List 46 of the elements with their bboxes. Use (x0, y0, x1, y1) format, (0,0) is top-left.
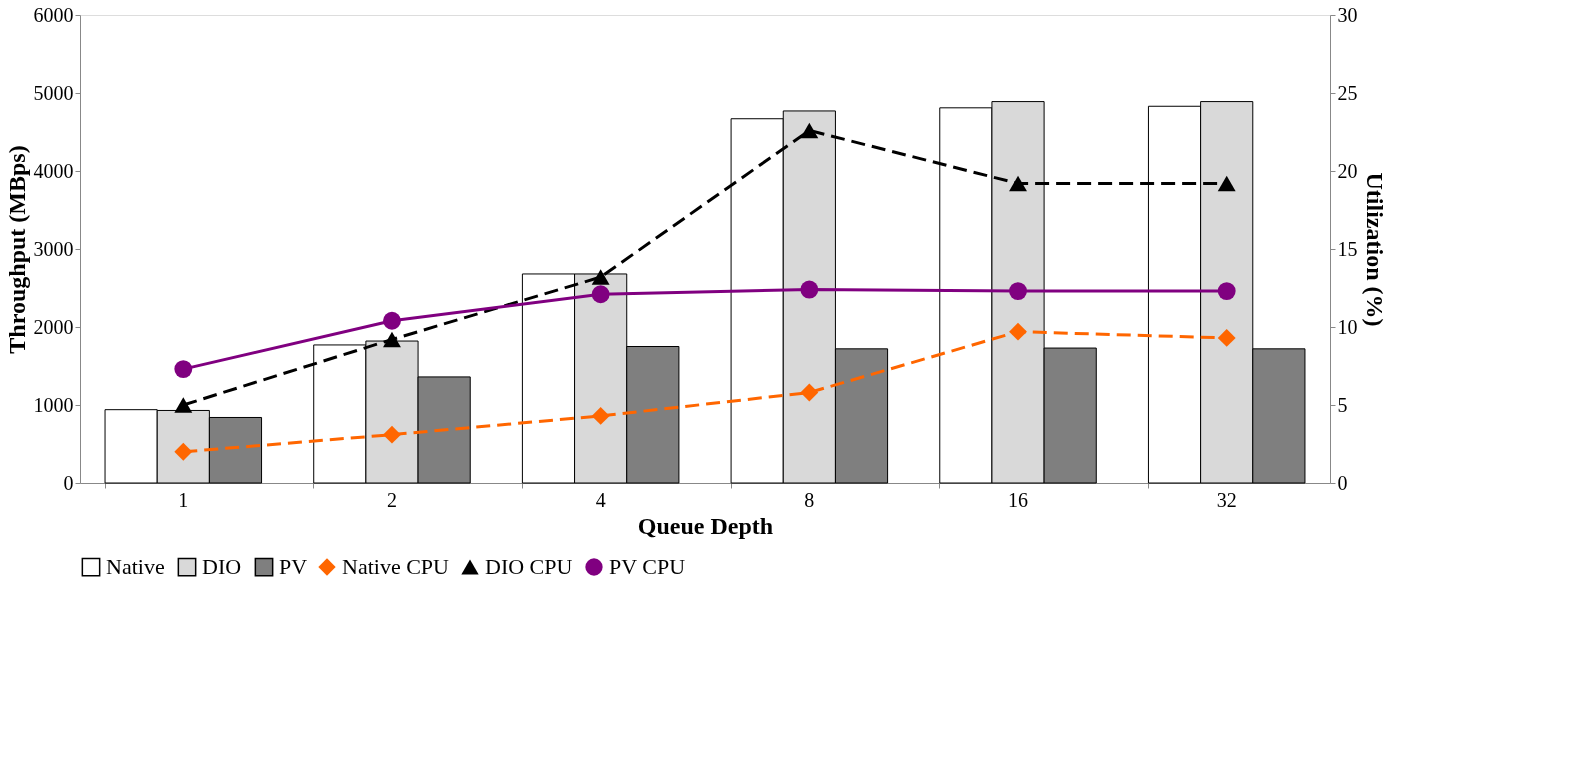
y-tick-label: 3000 (33, 237, 74, 260)
y-tick-label: 0 (63, 471, 74, 494)
point (1217, 282, 1236, 301)
y-tick-label: 5000 (33, 81, 74, 104)
point (1217, 328, 1236, 347)
point (383, 311, 401, 330)
point (174, 397, 193, 413)
point (591, 269, 610, 285)
point (591, 406, 610, 425)
point (591, 285, 610, 304)
x-tick-label: 1 (178, 488, 189, 511)
x-axis-title: Queue Depth (637, 512, 774, 539)
legend-label: Native CPU (342, 554, 450, 579)
point (1217, 175, 1236, 192)
point (1009, 322, 1027, 341)
y2-tick-label: 10 (1337, 315, 1358, 338)
legend-label: Native (106, 554, 165, 580)
legend-label: PV CPU (609, 554, 686, 579)
point (1009, 175, 1027, 192)
y2-tick-label: 0 (1337, 471, 1348, 494)
y-tick-label: 1000 (33, 393, 74, 416)
y2-tick-label: 30 (1337, 3, 1358, 26)
point (800, 280, 819, 299)
y-tick-label: 4000 (33, 159, 74, 182)
x-tick-label: 16 (1008, 488, 1029, 511)
y-tick-label: 2000 (33, 315, 74, 338)
y2-tick-label: 20 (1337, 159, 1358, 182)
legend-label: DIO (202, 554, 242, 580)
point (800, 383, 819, 402)
y-tick-label: 6000 (33, 3, 74, 26)
x-tick-label: 2 (386, 488, 397, 511)
point (383, 425, 401, 444)
legend-label: DIO CPU (485, 554, 573, 579)
point (1009, 282, 1027, 301)
y-axis-title: Throughput (MBps) (3, 145, 30, 354)
y2-axis-title: Utilization (%) (1361, 172, 1388, 327)
point (174, 360, 193, 379)
legend-label: PV (279, 554, 308, 580)
x-tick-label: 4 (595, 488, 606, 511)
point (800, 122, 819, 139)
y2-tick-label: 15 (1337, 237, 1358, 260)
y2-tick-label: 5 (1337, 393, 1348, 416)
y2-tick-label: 25 (1337, 81, 1358, 104)
x-tick-label: 8 (804, 488, 815, 511)
x-tick-label: 32 (1216, 488, 1237, 511)
point (383, 331, 401, 348)
